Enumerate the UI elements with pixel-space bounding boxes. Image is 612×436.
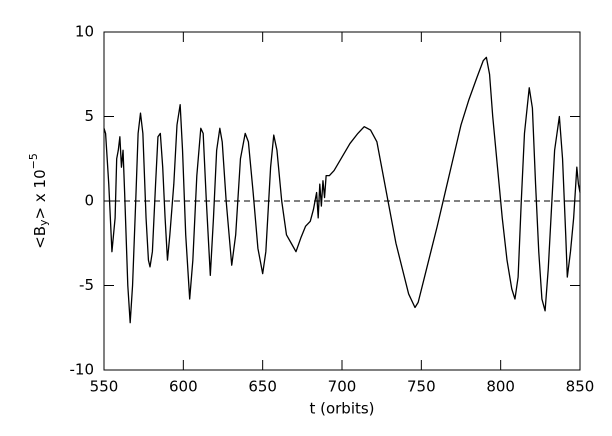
x-tick-label: 600 [169, 378, 198, 396]
x-tick-label: 750 [407, 378, 436, 396]
y-axis-label: <By> x 10−5 [27, 153, 50, 249]
y-tick-label: 5 [84, 107, 94, 125]
x-tick-label: 700 [328, 378, 357, 396]
x-axis-label: t (orbits) [309, 400, 374, 418]
data-line [103, 56, 581, 324]
y-tick-label: 10 [75, 23, 94, 41]
y-tick-label: 0 [84, 192, 94, 210]
x-tick-label: 550 [90, 378, 119, 396]
x-tick-label: 850 [566, 378, 595, 396]
y-tick-label: -10 [70, 361, 95, 379]
y-tick-label: -5 [79, 276, 94, 294]
x-tick-label: 800 [486, 378, 515, 396]
x-tick-label: 650 [248, 378, 277, 396]
